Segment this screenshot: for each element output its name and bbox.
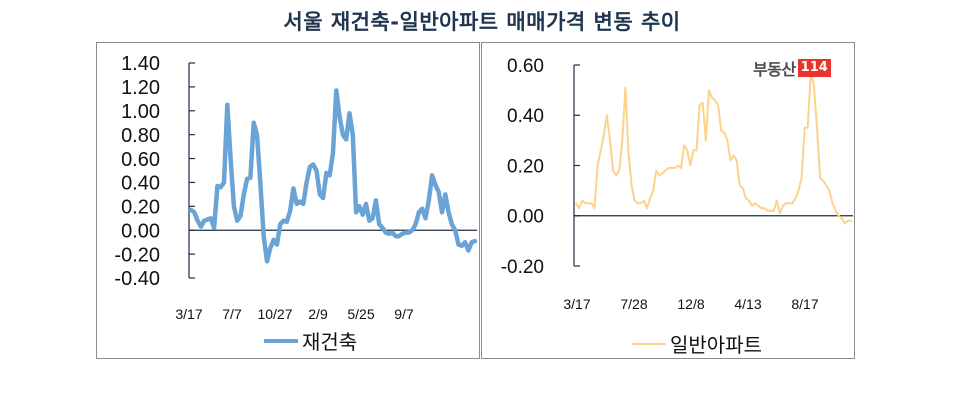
apartment-legend: 일반아파트 (632, 329, 762, 358)
y-tick-label: 1.20 (121, 77, 160, 99)
x-tick-label: 8/17 (791, 296, 818, 312)
x-tick-label: 3/17 (563, 296, 590, 312)
y-tick-label: 0.40 (507, 106, 544, 127)
y-tick-label: 0.00 (507, 207, 544, 228)
logo-badge: 114 (797, 59, 831, 77)
y-tick-label: 0.60 (507, 56, 544, 77)
x-tick-label: 4/13 (734, 296, 761, 312)
x-tick-label: 12/8 (677, 296, 704, 312)
y-tick-label: 1.40 (121, 53, 160, 75)
x-tick-label: 5/25 (347, 306, 374, 322)
y-tick-label: 0.20 (507, 156, 544, 177)
y-tick-label: 0.80 (121, 125, 160, 147)
y-tick-label: -0.40 (114, 268, 160, 290)
y-tick-label: 0.20 (121, 197, 160, 219)
legend-line-icon (264, 338, 298, 343)
x-tick-label: 10/27 (257, 306, 292, 322)
budongsan114-logo: 부동산 114 (753, 56, 831, 80)
logo-text: 부동산 (753, 60, 796, 79)
x-tick-label: 7/28 (620, 296, 647, 312)
y-tick-label: -0.20 (501, 257, 544, 278)
legend-line-icon (632, 342, 666, 345)
rebuild-chart-panel: 1.40 1.20 1.00 0.80 0.60 0.40 0.20 0.00 -0.20 -0.… (96, 42, 480, 359)
y-tick-label: 0.60 (121, 149, 160, 171)
y-tick-label: 1.00 (121, 101, 160, 123)
series-line (575, 71, 852, 225)
y-tick-label: -0.20 (114, 244, 160, 266)
x-tick-label: 2/9 (308, 306, 328, 322)
series-line (188, 88, 478, 264)
rebuild-line-chart: 1.401.201.000.800.600.400.200.00-0.20-0.… (114, 53, 478, 322)
legend-label: 일반아파트 (670, 333, 762, 357)
rebuild-legend: 재건축 (264, 326, 357, 355)
x-tick-label: 3/17 (175, 306, 202, 322)
y-tick-label: 0.40 (121, 173, 160, 195)
x-tick-label: 9/7 (394, 306, 414, 322)
legend-label: 재건축 (302, 330, 358, 354)
y-tick-label: 0.00 (121, 220, 160, 242)
apartment-chart-panel: 0.60 0.40 0.20 0.00 -0.20 3/17 7/28 12/8 4/13 8/1… (481, 42, 855, 359)
x-tick-label: 7/7 (222, 306, 242, 322)
chart-title: 서울 재건축-일반아파트 매매가격 변동 추이 (283, 10, 681, 34)
apartment-line-chart: 0.60 0.40 0.20 0.00 -0.20 3/17 7/28 12/8 4/13 8/1… (501, 56, 853, 312)
